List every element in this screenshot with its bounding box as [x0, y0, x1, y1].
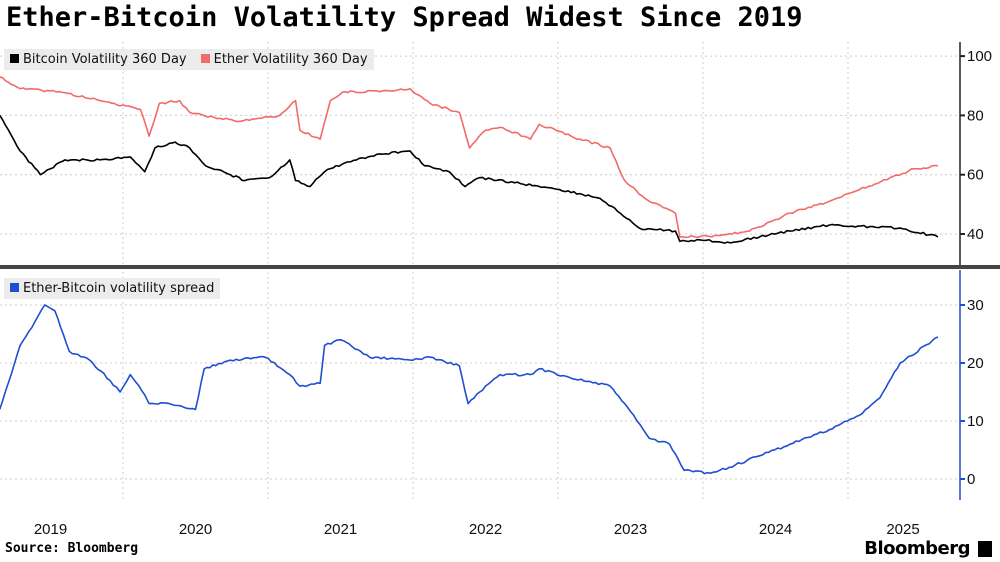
series-line-ether-bitcoin-volatility-spread: [0, 304, 939, 475]
y-tick-label: 0: [967, 471, 975, 488]
series-line-bitcoin-volatility-360-day: [0, 114, 939, 244]
chart-title: Ether-Bitcoin Volatility Spread Widest S…: [6, 2, 803, 33]
x-tick-label: 2021: [324, 521, 357, 538]
x-tick-label: 2023: [614, 521, 647, 538]
panel-separator: [0, 265, 1000, 269]
legend-label: Bitcoin Volatility 360 Day: [23, 52, 187, 67]
y-tick-label: 10: [967, 413, 984, 430]
y-tick-label: 30: [967, 297, 984, 314]
y-tick-label: 80: [967, 107, 984, 124]
series-line-ether-volatility-360-day: [0, 76, 938, 239]
y-tick-label: 20: [967, 355, 984, 372]
legend-label: Ether-Bitcoin volatility spread: [23, 281, 215, 296]
legend-item-ether: Ether Volatility 360 Day: [200, 52, 368, 67]
legend-label: Ether Volatility 360 Day: [213, 52, 368, 67]
bloomberg-logo-mark-icon: [978, 541, 992, 557]
x-tick-label: 2022: [469, 521, 502, 538]
legend-swatch: [10, 54, 19, 63]
source-note: Source: Bloomberg: [5, 541, 139, 556]
bloomberg-logo: Bloomberg: [864, 538, 970, 559]
x-tick-label: 2020: [179, 521, 212, 538]
legend-swatch: [200, 54, 210, 63]
y-tick-label: 40: [967, 226, 984, 243]
legend-top: Bitcoin Volatility 360 Day Ether Volatil…: [4, 49, 374, 70]
x-tick-label: 2024: [759, 521, 792, 538]
legend-bottom: Ether-Bitcoin volatility spread: [4, 278, 221, 299]
legend-item-bitcoin: Bitcoin Volatility 360 Day: [10, 52, 187, 67]
x-tick-label: 2019: [34, 521, 67, 538]
legend-item-spread: Ether-Bitcoin volatility spread: [10, 281, 214, 296]
y-tick-label: 100: [967, 48, 992, 65]
y-tick-label: 60: [967, 167, 984, 184]
x-tick-label: 2025: [886, 521, 919, 538]
legend-swatch: [10, 283, 19, 292]
